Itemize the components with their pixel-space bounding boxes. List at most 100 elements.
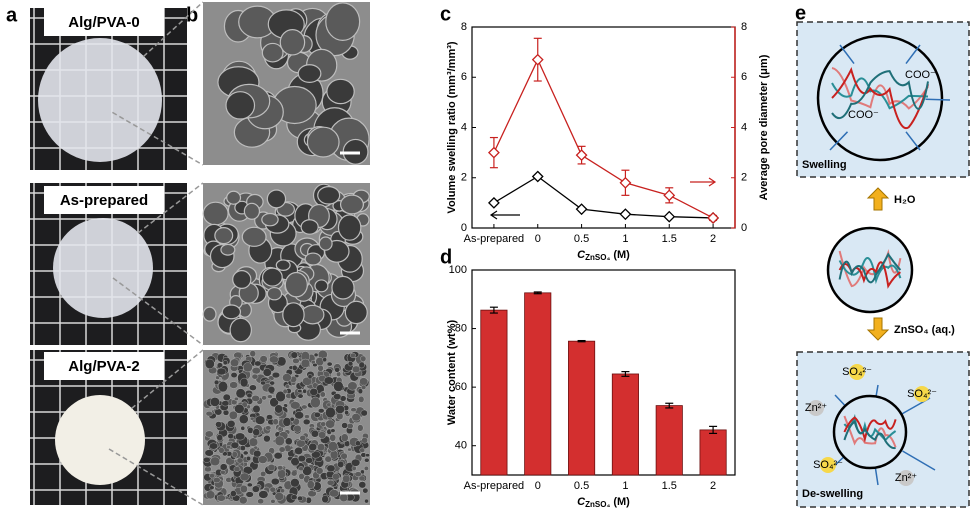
- pore: [340, 433, 349, 442]
- pore: [321, 495, 329, 504]
- pore: [216, 494, 226, 502]
- pore: [260, 380, 266, 386]
- pore: [246, 482, 253, 488]
- pore: [252, 428, 261, 437]
- pore: [275, 259, 291, 271]
- pore: [349, 352, 356, 358]
- marker: [575, 203, 588, 216]
- hydrogel-disc: [38, 38, 162, 162]
- pore: [230, 372, 238, 379]
- panel-letter: c: [440, 3, 451, 25]
- pore: [227, 433, 234, 440]
- up-arrow: [866, 187, 890, 211]
- series-line: [493, 175, 714, 219]
- reagent-label: ZnSO₄ (aq.): [894, 324, 955, 336]
- y-axis-label: Water content (wt%): [446, 320, 458, 426]
- water-arrow: [925, 98, 951, 101]
- x-tick-label: 2: [710, 480, 716, 492]
- pore: [318, 236, 333, 251]
- pore: [351, 458, 361, 467]
- pore: [229, 381, 239, 389]
- axis-arrow: [690, 177, 717, 187]
- pore: [265, 425, 272, 431]
- marker: [487, 196, 500, 209]
- pore: [308, 442, 318, 452]
- ion: [914, 386, 930, 402]
- pore: [354, 440, 361, 447]
- marker: [575, 149, 588, 162]
- pore: [209, 442, 219, 450]
- ion: [820, 457, 836, 473]
- pore: [269, 355, 279, 364]
- pore: [236, 457, 244, 464]
- pore: [249, 384, 257, 391]
- pore: [253, 450, 262, 458]
- marker: [707, 212, 720, 224]
- pore: [282, 373, 292, 382]
- pore: [344, 410, 349, 416]
- pore: [238, 414, 249, 424]
- pore: [299, 435, 307, 441]
- x-tick-label: 0.5: [574, 480, 589, 492]
- pore: [251, 485, 260, 493]
- pore: [277, 426, 283, 432]
- photos: Alg/PVA-0 As-prepared Alg/PVA-2: [30, 8, 187, 505]
- pore: [329, 434, 337, 442]
- pore: [239, 484, 248, 494]
- pore: [351, 365, 361, 374]
- pore: [325, 406, 336, 419]
- pore: [350, 407, 357, 413]
- pore: [326, 402, 332, 407]
- pore: [231, 451, 238, 458]
- pore: [282, 302, 305, 328]
- pore: [351, 413, 361, 422]
- x-axis-label: CZnSO₄ (M): [577, 496, 630, 509]
- pore: [326, 479, 335, 486]
- pore: [263, 435, 271, 443]
- marker: [619, 208, 632, 221]
- pore: [240, 425, 246, 431]
- x-tick-label: As-prepared: [464, 233, 525, 245]
- pore: [216, 367, 227, 376]
- pore: [323, 376, 334, 385]
- pore: [232, 269, 252, 289]
- pore: [290, 470, 298, 477]
- ion-label: SO₄²⁻: [907, 388, 937, 400]
- pore: [302, 418, 311, 425]
- x-tick-label: 0: [535, 480, 541, 492]
- pore: [273, 452, 283, 460]
- gel-network: [832, 394, 908, 470]
- pore: [351, 465, 357, 471]
- pore: [245, 491, 254, 498]
- pore: [251, 367, 261, 375]
- pore: [319, 391, 326, 398]
- pore: [332, 472, 340, 481]
- pore: [230, 490, 237, 497]
- pore: [210, 456, 221, 467]
- pore: [290, 494, 298, 501]
- pore: [330, 428, 336, 433]
- pore: [274, 435, 285, 446]
- pore: [358, 475, 366, 481]
- pore: [253, 445, 258, 450]
- pore: [359, 377, 368, 386]
- pore: [267, 386, 276, 394]
- y-tick-label: 0: [461, 222, 467, 234]
- y2-tick-label: 8: [741, 21, 747, 33]
- pore: [222, 360, 228, 366]
- polymer-chain: [838, 252, 902, 284]
- pore: [266, 286, 283, 301]
- pore: [294, 446, 303, 455]
- bar: [699, 429, 727, 476]
- pore: [317, 443, 326, 452]
- pore: [204, 449, 214, 457]
- pore: [322, 357, 327, 363]
- ion-label: SO₄²⁻: [813, 459, 843, 471]
- y2-tick-label: 4: [741, 121, 747, 133]
- pore: [282, 388, 288, 395]
- pore: [251, 373, 259, 380]
- bar: [524, 292, 552, 476]
- pore: [216, 434, 223, 442]
- pore: [297, 64, 322, 83]
- x-label-symbol: C: [577, 249, 586, 261]
